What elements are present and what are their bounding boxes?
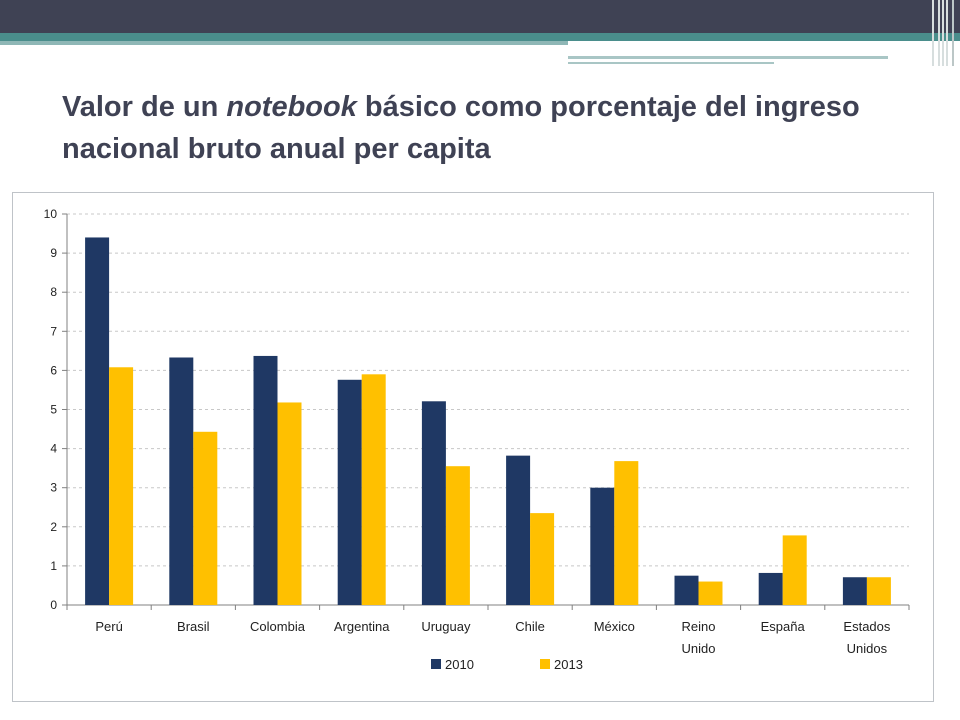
x-category-label: México xyxy=(594,619,635,634)
bar-2013 xyxy=(530,513,555,605)
legend-swatch-2010 xyxy=(431,659,441,669)
bar-2013 xyxy=(109,367,134,605)
bar-2013 xyxy=(866,577,891,605)
x-category-label: España xyxy=(761,619,806,634)
y-tick-label: 5 xyxy=(50,403,57,417)
chart-container: 0 1 2 3 4 5 6 7 8 9 10 Perú Brasil Colombia Argentina U… xyxy=(12,192,934,702)
legend-label-2013: 2013 xyxy=(554,657,583,672)
bar-2013 xyxy=(782,535,807,605)
y-tick-label: 2 xyxy=(50,520,57,534)
slide-title: Valor de un notebook básico como porcent… xyxy=(62,86,922,170)
title-part-1: Valor de un xyxy=(62,91,227,123)
bar-2010 xyxy=(253,355,278,605)
legend-swatch-2013 xyxy=(540,659,550,669)
bar-2010 xyxy=(758,572,783,605)
bar-2010 xyxy=(842,577,867,605)
x-category-label: Reino xyxy=(682,619,716,634)
y-tick-label: 1 xyxy=(50,559,57,573)
bar-2013 xyxy=(193,431,218,605)
x-category-label: Unidos xyxy=(847,641,888,656)
slide-teal-band xyxy=(0,33,960,41)
bar-2013 xyxy=(445,466,470,605)
bar-2013 xyxy=(361,374,386,605)
legend-label-2010: 2010 xyxy=(445,657,474,672)
y-tick-label: 10 xyxy=(44,207,58,221)
y-tick-label: 6 xyxy=(50,363,57,377)
bar-2013 xyxy=(277,402,302,605)
x-category-label: Unido xyxy=(682,641,716,656)
y-tick-label: 8 xyxy=(50,285,57,299)
x-category-label: Estados xyxy=(843,619,890,634)
x-category-label: Argentina xyxy=(334,619,390,634)
bar-2010 xyxy=(506,455,531,605)
x-category-label: Chile xyxy=(515,619,545,634)
bar-2010 xyxy=(337,379,362,605)
y-tick-label: 9 xyxy=(50,246,57,260)
bar-2010 xyxy=(421,401,446,605)
bar-chart: 0 1 2 3 4 5 6 7 8 9 10 Perú Brasil Colombia Argentina U… xyxy=(44,207,910,672)
bar-2010 xyxy=(590,487,615,605)
y-tick-label: 3 xyxy=(50,481,57,495)
x-category-label: Brasil xyxy=(177,619,210,634)
bar-2010 xyxy=(85,237,110,605)
bar-2010 xyxy=(169,357,194,605)
bar-2013 xyxy=(698,581,723,605)
bar-2010 xyxy=(674,575,699,605)
slide-decor-lines xyxy=(568,46,888,66)
y-tick-label: 0 xyxy=(50,598,57,612)
bar-2013 xyxy=(614,461,639,605)
x-category-label: Colombia xyxy=(250,619,306,634)
y-tick-label: 7 xyxy=(50,324,57,338)
title-emphasis: notebook xyxy=(226,91,357,123)
title-part-2: básico como porcentaje del ingreso nacio… xyxy=(62,91,860,165)
x-category-label: Uruguay xyxy=(421,619,471,634)
x-category-label: Perú xyxy=(95,619,122,634)
slide-top-bar xyxy=(0,0,960,33)
slide-corner-stripes xyxy=(928,0,960,66)
y-tick-label: 4 xyxy=(50,442,57,456)
slide-teal-band-light xyxy=(0,41,568,45)
